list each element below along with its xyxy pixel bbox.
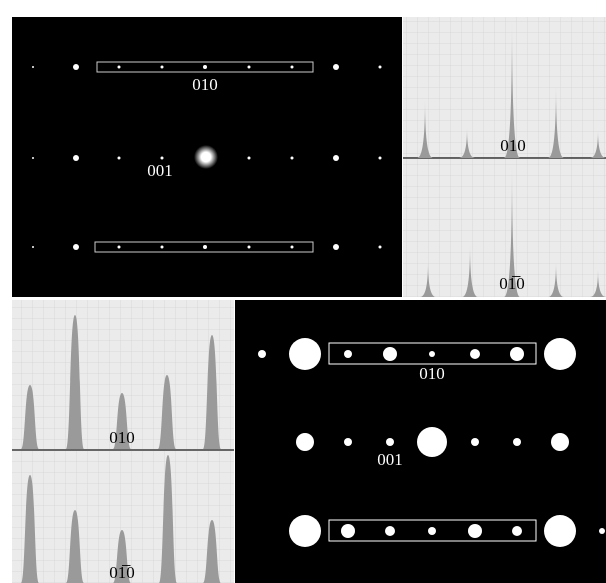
simulated-spot [468, 524, 482, 538]
diffraction-spot [248, 66, 251, 69]
pattern-label: 010 [419, 364, 445, 383]
simulated-spot [544, 338, 576, 370]
diffraction-spot [32, 246, 34, 248]
simulated-spot [510, 347, 524, 361]
diffraction-spot [32, 66, 34, 68]
simulated-spot [471, 438, 479, 446]
simulated-spot [513, 438, 521, 446]
diffraction-spot [118, 157, 121, 160]
simulated-spot [383, 347, 397, 361]
simulated-spot [344, 438, 352, 446]
diffraction-spot [118, 246, 121, 249]
simulated-spot [289, 515, 321, 547]
pattern-label: 001 [147, 161, 173, 180]
diffraction-spot [118, 66, 121, 69]
diffraction-spot [248, 157, 251, 160]
simulated-spot [470, 349, 480, 359]
figure: 010 001 010 01̅0 010 01̅0 010 001 [0, 0, 606, 583]
diffraction-spot [379, 246, 382, 249]
diffraction-spot [73, 244, 79, 250]
profile-label: 01̅0 [499, 274, 525, 293]
simulated-spot [385, 526, 395, 536]
diffraction-spot [73, 64, 79, 70]
profile-label: 01̅0 [109, 563, 135, 582]
profile-label: 010 [109, 428, 135, 447]
diffraction-spot [291, 66, 294, 69]
simulated-spot [429, 351, 435, 357]
simulated-spot [344, 350, 352, 358]
diffraction-spot [333, 155, 339, 161]
simulated-spot [599, 528, 605, 534]
diffraction-spot [291, 157, 294, 160]
diffraction-spot [73, 155, 79, 161]
diffraction-spot [161, 66, 164, 69]
diffraction-spot [248, 246, 251, 249]
simulated-spot [296, 433, 314, 451]
simulated-spot [544, 515, 576, 547]
simulated-spot [386, 438, 394, 446]
diffraction-spot [379, 66, 382, 69]
diffraction-spot [291, 246, 294, 249]
pattern-label: 001 [377, 450, 403, 469]
diffraction-spot [32, 157, 34, 159]
pattern-label: 010 [192, 75, 218, 94]
figure-content: 010 001 010 01̅0 010 01̅0 010 001 [12, 17, 606, 583]
diffraction-spot [333, 244, 339, 250]
simulated-spot [258, 350, 266, 358]
simulated-spot [551, 433, 569, 451]
diffraction-spot [203, 245, 207, 249]
simulated-spot [428, 527, 436, 535]
diffraction-spot [333, 64, 339, 70]
diffraction-spot [161, 157, 164, 160]
profile-label: 010 [500, 136, 526, 155]
simulated-spot [417, 427, 447, 457]
simulated-spot [341, 524, 355, 538]
diffraction-spot [203, 65, 207, 69]
central-beam [194, 145, 218, 169]
simulated-spot [512, 526, 522, 536]
diffraction-spot [161, 246, 164, 249]
diffraction-spot [379, 157, 382, 160]
simulated-spot [289, 338, 321, 370]
